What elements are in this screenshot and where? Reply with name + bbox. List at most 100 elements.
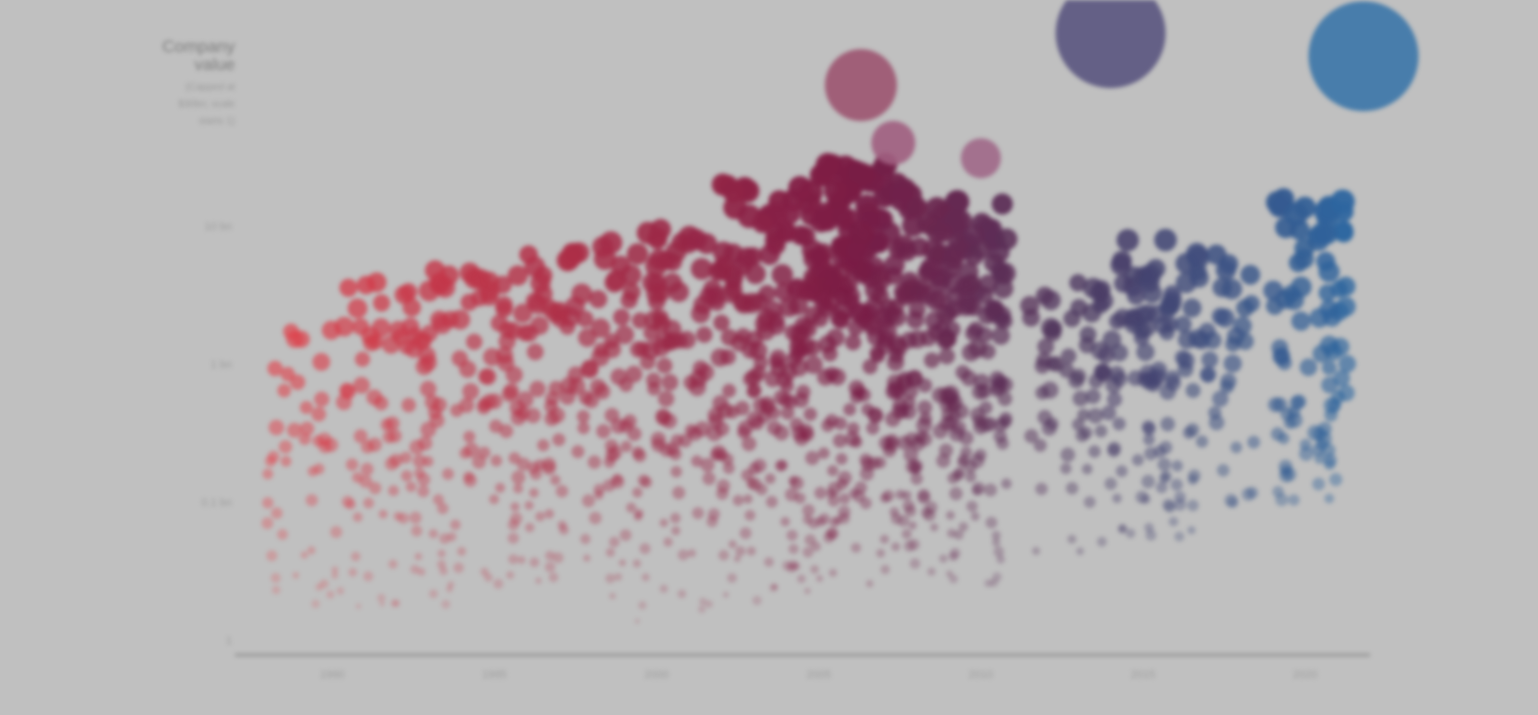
data-point xyxy=(594,490,604,500)
data-point xyxy=(459,360,477,378)
data-point xyxy=(963,224,985,246)
data-point xyxy=(984,579,993,588)
data-point xyxy=(1144,447,1158,461)
data-point xyxy=(821,419,835,432)
data-point xyxy=(909,459,923,473)
data-point xyxy=(603,456,616,468)
data-point xyxy=(933,222,953,243)
data-point xyxy=(805,450,820,466)
data-point xyxy=(789,417,804,432)
data-point xyxy=(414,467,425,479)
data-point xyxy=(848,220,872,244)
data-point xyxy=(665,241,687,263)
data-point xyxy=(504,322,522,340)
data-point xyxy=(1168,516,1179,527)
data-point xyxy=(424,260,446,281)
data-point xyxy=(618,559,627,567)
data-point xyxy=(1247,435,1261,449)
data-point xyxy=(271,585,281,595)
data-point xyxy=(1321,360,1337,376)
data-point xyxy=(992,538,1001,547)
data-point xyxy=(947,230,969,252)
data-point xyxy=(691,304,711,324)
data-point xyxy=(976,286,994,304)
data-point xyxy=(507,532,519,544)
data-point xyxy=(399,283,418,301)
data-point xyxy=(1312,344,1331,363)
data-point xyxy=(656,357,673,374)
data-point xyxy=(352,512,363,522)
data-point xyxy=(748,477,762,491)
data-point xyxy=(604,439,619,453)
data-point xyxy=(670,512,681,524)
data-point xyxy=(1174,349,1191,366)
x-tick-label: 1995 xyxy=(482,669,506,681)
data-point xyxy=(620,440,632,453)
data-point xyxy=(571,445,585,459)
data-point xyxy=(510,502,520,512)
data-point xyxy=(363,571,374,582)
data-point xyxy=(939,443,953,458)
data-point xyxy=(478,446,491,459)
data-point xyxy=(447,581,455,589)
data-point xyxy=(964,459,978,473)
data-point xyxy=(917,491,931,505)
data-point xyxy=(804,534,816,546)
data-point xyxy=(442,468,454,480)
data-point xyxy=(479,368,497,385)
data-point xyxy=(786,279,807,300)
data-point xyxy=(450,309,471,330)
data-point xyxy=(1279,464,1293,478)
data-point xyxy=(859,453,873,467)
data-point xyxy=(533,266,553,285)
data-point xyxy=(1203,331,1222,350)
data-point xyxy=(920,506,932,518)
data-point xyxy=(834,417,847,430)
data-point xyxy=(1290,276,1312,298)
data-point xyxy=(843,403,857,416)
data-point xyxy=(992,278,1014,299)
data-point xyxy=(1288,494,1300,506)
data-point xyxy=(1035,385,1050,400)
data-point xyxy=(483,348,501,366)
data-point xyxy=(846,240,868,261)
data-point xyxy=(715,421,730,437)
data-point xyxy=(769,349,787,367)
data-point xyxy=(1236,332,1254,350)
data-point xyxy=(804,587,811,595)
data-point xyxy=(862,359,878,375)
data-point xyxy=(867,456,881,470)
data-point xyxy=(453,562,464,574)
data-point xyxy=(747,383,762,398)
data-point xyxy=(354,351,371,367)
data-point xyxy=(1187,526,1196,535)
data-point xyxy=(925,501,938,514)
data-point xyxy=(939,256,962,278)
data-point xyxy=(722,383,736,398)
data-point xyxy=(1101,405,1117,421)
data-point xyxy=(527,461,540,474)
data-point xyxy=(904,505,917,517)
data-point xyxy=(525,407,541,424)
data-point xyxy=(393,511,403,521)
data-point xyxy=(637,474,650,487)
data-point xyxy=(314,391,330,407)
data-point xyxy=(1278,459,1293,474)
data-point xyxy=(993,429,1007,443)
data-point xyxy=(1041,420,1057,436)
data-point xyxy=(490,454,503,467)
data-point xyxy=(1097,346,1115,364)
data-point xyxy=(777,459,788,471)
data-point xyxy=(647,273,667,294)
data-point xyxy=(1333,369,1351,387)
data-point xyxy=(999,411,1013,426)
data-point xyxy=(774,460,787,472)
data-point xyxy=(307,466,318,477)
data-point xyxy=(976,326,993,343)
data-point xyxy=(509,399,526,416)
data-point xyxy=(970,511,980,521)
data-point xyxy=(824,366,840,382)
data-point xyxy=(262,468,274,480)
data-point xyxy=(930,523,939,532)
data-point xyxy=(464,267,485,289)
